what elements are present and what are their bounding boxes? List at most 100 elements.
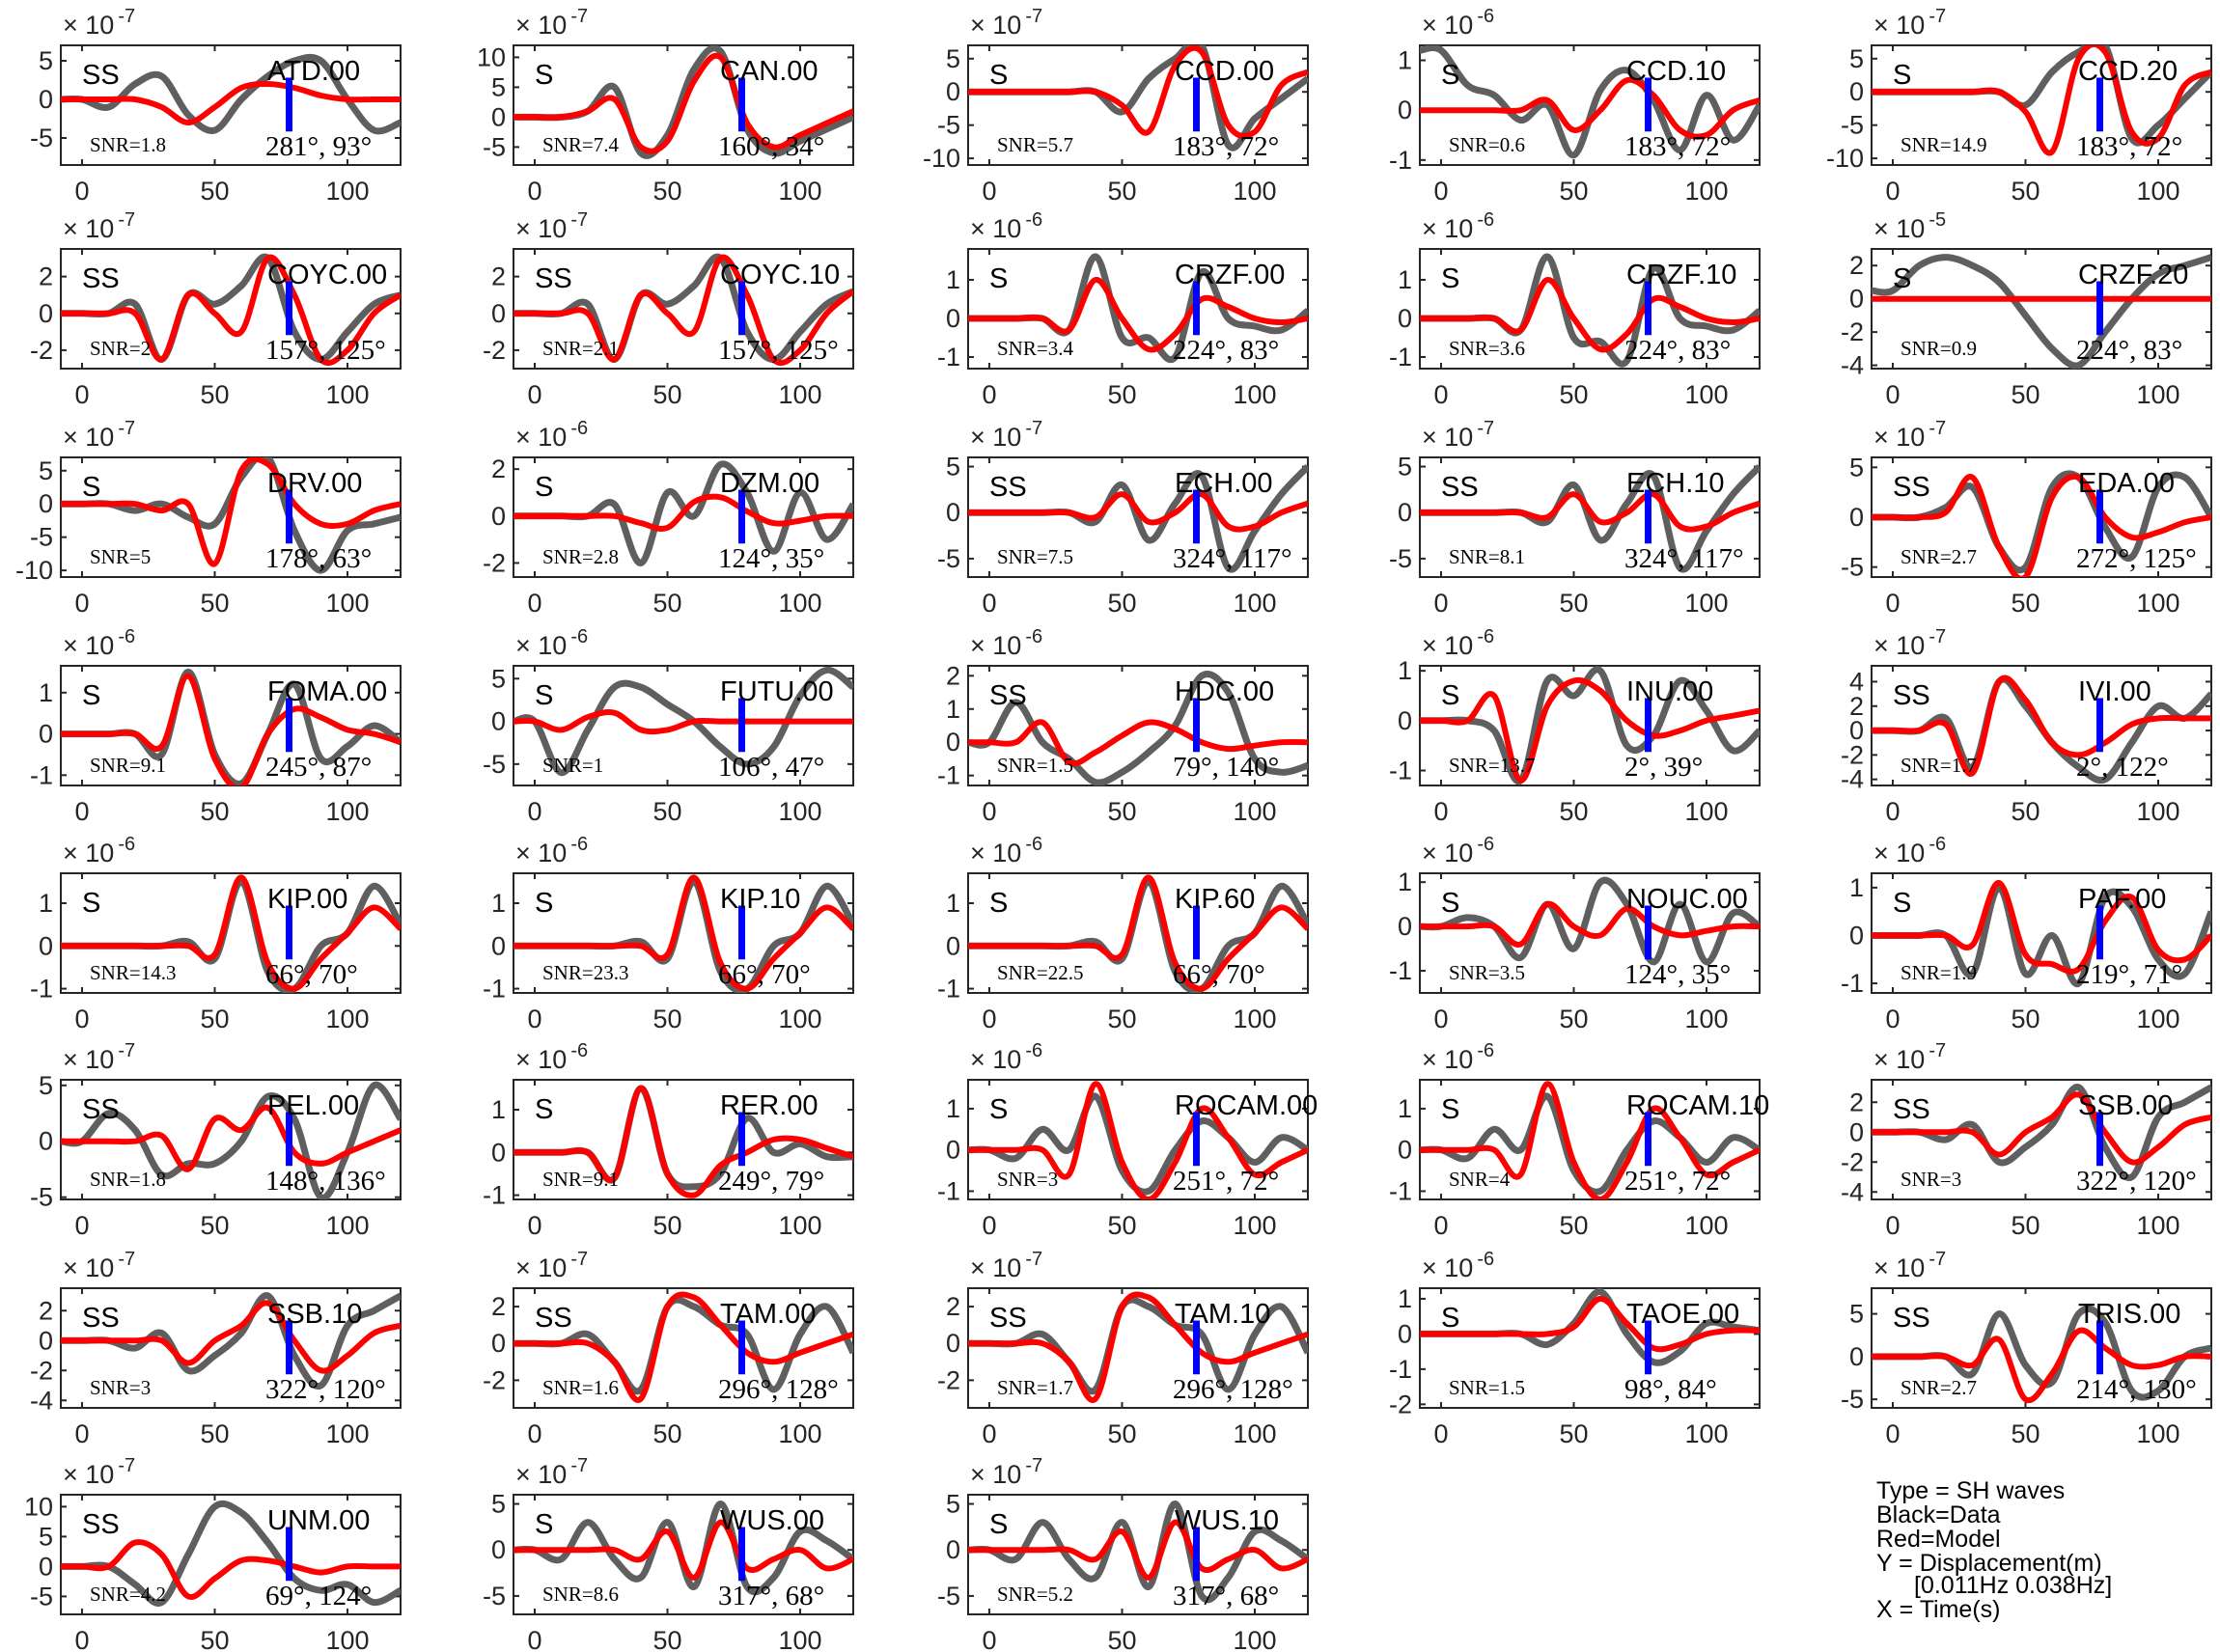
snr-label: SNR=1.8 <box>90 1168 166 1191</box>
exponent-power: -7 <box>118 1249 135 1270</box>
exponent-base: × 10 <box>1873 423 1925 452</box>
y-tick-label: 1 <box>1398 265 1412 294</box>
waveforms <box>513 874 853 993</box>
x-tick-label: 50 <box>200 1419 229 1448</box>
x-tick-label: 100 <box>325 380 369 409</box>
y-tick-label: 5 <box>39 46 53 75</box>
waveforms <box>968 464 1308 573</box>
exponent-base: × 10 <box>63 839 114 867</box>
waveforms <box>61 53 401 135</box>
x-tick-label: 100 <box>1684 1211 1728 1240</box>
x-tick-label: 0 <box>74 797 89 826</box>
y-tick-label: -2 <box>1841 317 1864 346</box>
y-exponent-label: × 10 -6 <box>1422 626 1494 660</box>
station-label: ATD.00 <box>267 56 360 87</box>
y-tick-label: 0 <box>1398 498 1412 527</box>
azimuth-takeoff-label: 178°, 63° <box>265 543 372 574</box>
y-tick-label: 1 <box>1398 1284 1412 1313</box>
azimuth-takeoff-label: 322°, 120° <box>2076 1166 2197 1197</box>
x-tick-label: 0 <box>1885 589 1900 618</box>
station-label: CCD.10 <box>1626 56 1726 87</box>
station-label: DZM.00 <box>720 468 819 499</box>
exponent-power: -7 <box>1929 1040 1946 1061</box>
y-exponent-label: × 10 -6 <box>1873 834 1946 867</box>
snr-label: SNR=13.7 <box>1449 754 1535 777</box>
snr-label: SNR=8.1 <box>1449 545 1525 568</box>
axes-box <box>60 1494 402 1615</box>
model-trace <box>968 719 1308 767</box>
phase-label: SS <box>1893 472 1930 503</box>
y-tick-label: 1 <box>39 889 53 918</box>
subplot-inu-00: 1 0 -1 0 50 100 × 10 -6 S INU.00 SNR=13.7 2°, 39° <box>1389 626 1761 826</box>
azimuth-takeoff-label: 160°, 34° <box>718 131 824 162</box>
station-label: WUS.00 <box>720 1505 824 1536</box>
phase-label: SS <box>1893 1094 1930 1125</box>
exponent-power: -6 <box>570 626 588 647</box>
y-exponent-label: × 10 -7 <box>970 1455 1042 1489</box>
exponent-power: -6 <box>1025 209 1042 231</box>
y-tick-label: 0 <box>946 304 960 333</box>
x-tick-label: 0 <box>982 1626 996 1652</box>
waveforms <box>968 45 1308 151</box>
station-label: PAF.00 <box>2078 884 2166 915</box>
station-label: WUS.10 <box>1175 1505 1279 1536</box>
y-exponent-label: × 10 -6 <box>515 834 588 867</box>
station-label: TAM.00 <box>720 1299 816 1330</box>
y-tick-label: -5 <box>30 1183 53 1212</box>
exponent-power: -7 <box>1025 6 1042 27</box>
waveforms <box>513 666 853 777</box>
y-tick-label: 0 <box>39 489 53 518</box>
snr-label: SNR=3 <box>90 1376 151 1399</box>
snr-label: SNR=9.1 <box>90 754 166 777</box>
phase-label: S <box>1441 263 1459 294</box>
station-label: KIP.10 <box>720 884 800 915</box>
exponent-power: -7 <box>118 418 135 439</box>
exponent-base: × 10 <box>1422 839 1473 867</box>
azimuth-takeoff-label: 272°, 125° <box>2076 543 2197 574</box>
snr-label: SNR=2 <box>90 337 151 360</box>
data-trace <box>513 666 853 777</box>
x-tick-label: 100 <box>1233 1626 1276 1652</box>
x-tick-label: 100 <box>325 1419 369 1448</box>
exponent-base: × 10 <box>515 839 567 867</box>
model-trace <box>513 493 853 532</box>
snr-label: SNR=2.1 <box>542 337 619 360</box>
waveforms <box>1872 45 2211 156</box>
azimuth-takeoff-label: 224°, 83° <box>2076 335 2182 366</box>
phase-label: S <box>989 60 1008 91</box>
exponent-power: -6 <box>118 626 135 647</box>
y-tick-label: -5 <box>30 523 53 552</box>
y-exponent-label: × 10 -7 <box>515 1249 588 1282</box>
waveforms <box>968 874 1308 993</box>
x-tick-label: 100 <box>2136 589 2179 618</box>
x-tick-label: 50 <box>200 380 229 409</box>
y-tick-label: -1 <box>483 1181 506 1210</box>
x-tick-label: 50 <box>1107 177 1136 206</box>
phase-label: S <box>1441 1094 1459 1125</box>
station-label: RER.00 <box>720 1090 819 1121</box>
exponent-base: × 10 <box>63 1045 114 1074</box>
model-trace <box>968 491 1308 533</box>
y-tick-label: -1 <box>937 975 960 1004</box>
waveforms <box>968 671 1308 785</box>
subplot-tam-10: 2 0 -2 0 50 100 × 10 -7 SS TAM.10 SNR=1.7 296°, 128… <box>937 1249 1309 1448</box>
y-tick-label: 1 <box>1398 1094 1412 1123</box>
azimuth-takeoff-label: 324°, 117° <box>1624 543 1744 574</box>
x-tick-label: 50 <box>652 589 681 618</box>
x-tick-label: 100 <box>1684 1005 1728 1033</box>
exponent-power: -6 <box>1929 834 1946 855</box>
phase-label: S <box>1441 1303 1459 1334</box>
y-tick-label: 10 <box>477 42 506 71</box>
station-label: DRV.00 <box>267 468 362 499</box>
station-label: PEL.00 <box>267 1090 359 1121</box>
snr-label: SNR=7.5 <box>997 545 1073 568</box>
y-tick-label: 2 <box>491 262 506 291</box>
snr-label: SNR=4.2 <box>90 1583 166 1606</box>
azimuth-takeoff-label: 245°, 87° <box>265 752 372 783</box>
